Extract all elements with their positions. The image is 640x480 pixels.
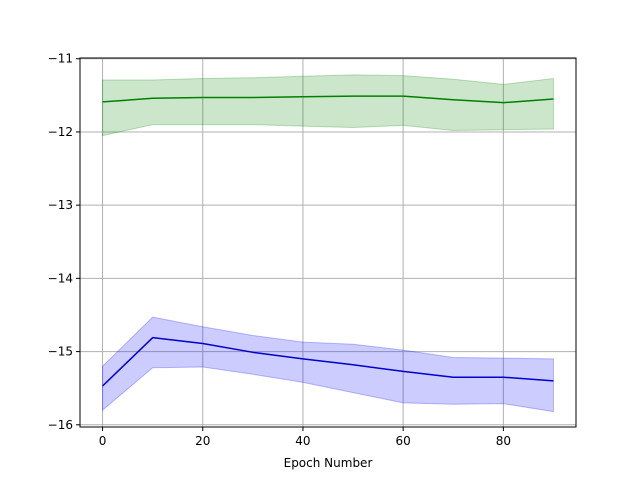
- x-tick-label: 80: [496, 434, 511, 448]
- confidence-band-2: [102, 316, 554, 413]
- grid: [80, 58, 576, 427]
- series-line-1: [102, 95, 554, 104]
- y-axis-ticks: −16 −15 −14 −13 −12 −11: [48, 52, 80, 432]
- y-tick-label: −16: [48, 418, 73, 432]
- x-axis-label: Epoch Number: [284, 456, 373, 470]
- series-line-2: [102, 336, 554, 387]
- x-tick-label: 40: [295, 434, 310, 448]
- y-tick-label: −13: [48, 198, 73, 212]
- x-tick-label: 20: [195, 434, 210, 448]
- y-tick-label: −12: [48, 125, 73, 139]
- confidence-bands: [102, 74, 554, 413]
- x-tick-label: 0: [99, 434, 107, 448]
- plot-frame: [79, 57, 577, 428]
- series-lines: [102, 95, 554, 387]
- confidence-band-1: [102, 74, 554, 137]
- y-tick-label: −11: [48, 52, 73, 66]
- x-axis-ticks: 0 20 40 60 80: [99, 427, 511, 448]
- y-tick-label: −14: [48, 271, 73, 285]
- x-tick-label: 60: [396, 434, 411, 448]
- y-tick-label: −15: [48, 345, 73, 359]
